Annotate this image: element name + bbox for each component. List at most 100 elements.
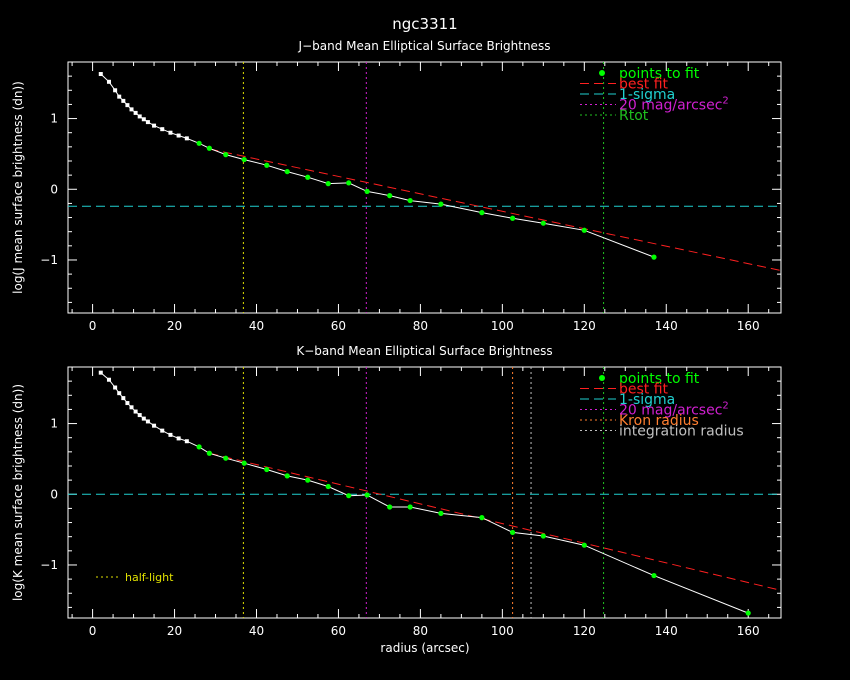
profile-point — [168, 432, 173, 437]
legend-label: Kron radius — [619, 413, 699, 429]
fit-point — [745, 610, 751, 616]
profile-point — [152, 123, 157, 128]
profile-point — [184, 439, 189, 444]
profile-point — [121, 98, 126, 103]
fit-point — [196, 140, 202, 146]
fit-point — [346, 493, 352, 499]
legend-superscript: 2 — [722, 96, 728, 107]
x-tick-label: 40 — [249, 319, 264, 333]
panel-title: J−band Mean Elliptical Surface Brightnes… — [298, 39, 551, 53]
profile-point — [184, 136, 189, 141]
fit-point — [241, 460, 247, 466]
x-tick-label: 140 — [655, 319, 678, 333]
fit-point — [305, 477, 311, 483]
profile-point — [125, 401, 130, 406]
profile-point — [98, 72, 103, 77]
panel-k: K−band Mean Elliptical Surface Brightnes… — [11, 344, 782, 638]
legend-label: points to fit — [619, 66, 700, 82]
fit-point — [438, 201, 444, 207]
y-tick-label: 1 — [50, 112, 58, 126]
profile-point — [145, 419, 150, 424]
x-tick-label: 20 — [167, 624, 182, 638]
fit-point — [540, 220, 546, 226]
profile-point — [129, 405, 134, 410]
legend-marker-point — [599, 70, 605, 76]
fit-point — [387, 193, 393, 199]
y-axis-label: log(J mean surface brightness (dn)) — [11, 81, 25, 294]
fit-point — [284, 473, 290, 479]
profile-point — [106, 377, 111, 382]
y-tick-label: −1 — [40, 253, 58, 267]
profile-point — [113, 385, 118, 390]
profile-point — [176, 436, 181, 441]
fit-point — [364, 492, 370, 498]
fit-point — [325, 483, 331, 490]
profile-point — [106, 79, 111, 84]
profile-point — [133, 110, 138, 115]
x-tick-label: 100 — [491, 319, 514, 333]
legend-label: Rtot — [619, 108, 649, 124]
x-tick-label: 120 — [573, 624, 596, 638]
profile-point — [113, 88, 118, 93]
fit-point — [206, 145, 212, 151]
fit-point — [510, 529, 516, 536]
x-tick-label: 120 — [573, 319, 596, 333]
plot-frame — [67, 61, 782, 314]
profile-point — [117, 94, 122, 99]
x-tick-label: 60 — [331, 624, 346, 638]
fit-point — [387, 504, 393, 510]
plot-frame — [67, 366, 782, 619]
x-axis-label: radius (arcsec) — [380, 641, 469, 655]
x-tick-label: 160 — [737, 319, 760, 333]
legend-label: 1-sigma — [619, 87, 675, 103]
half-light-key-label: half-light — [125, 571, 174, 584]
profile-point — [98, 370, 103, 375]
legend-superscript: 2 — [722, 401, 728, 412]
legend-marker-point — [599, 375, 605, 381]
profile-point — [145, 120, 150, 125]
fit-point — [364, 188, 370, 194]
fit-point — [651, 254, 657, 260]
profile-point — [137, 114, 142, 119]
profile-point — [129, 107, 134, 112]
profile-point — [121, 396, 126, 401]
legend-label: 20 mag/arcsec2 — [619, 401, 729, 419]
legend-label: points to fit — [619, 371, 700, 387]
panel-title: K−band Mean Elliptical Surface Brightnes… — [296, 344, 552, 358]
legend-label: best fit — [619, 77, 669, 93]
fit-point — [264, 466, 270, 473]
fit-point — [325, 181, 331, 187]
figure-title: ngc3311 — [392, 15, 457, 33]
fit-point — [651, 572, 657, 579]
x-tick-label: 0 — [89, 624, 97, 638]
x-tick-label: 40 — [249, 624, 264, 638]
profile-point — [117, 391, 122, 396]
profile-point — [160, 127, 165, 132]
fit-point — [479, 515, 485, 521]
x-tick-label: 140 — [655, 624, 678, 638]
y-axis-label: log(K mean surface brightness (dn)) — [11, 384, 25, 601]
fit-point — [407, 197, 413, 204]
profile-point — [168, 130, 173, 135]
y-tick-label: −1 — [40, 558, 58, 572]
profile-line — [100, 73, 655, 258]
fit-point — [346, 180, 352, 186]
x-tick-label: 20 — [167, 319, 182, 333]
panel-j: J−band Mean Elliptical Surface Brightnes… — [11, 39, 782, 333]
profile-point — [141, 416, 146, 421]
fit-point — [305, 174, 311, 180]
profile-point — [137, 413, 142, 418]
fit-point — [407, 504, 413, 510]
y-tick-label: 1 — [50, 417, 58, 431]
fit-point — [223, 152, 229, 158]
fit-point — [206, 450, 212, 456]
profile-point — [152, 423, 157, 428]
y-tick-label: 0 — [50, 182, 58, 196]
fit-point — [264, 162, 270, 168]
legend-label: 1-sigma — [619, 392, 675, 408]
x-tick-label: 160 — [737, 624, 760, 638]
